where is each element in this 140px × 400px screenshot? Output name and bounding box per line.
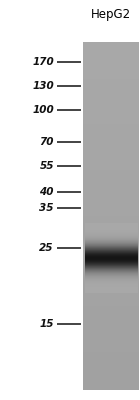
Text: 130: 130 [32,81,54,91]
Text: 40: 40 [39,187,54,197]
Text: 170: 170 [32,57,54,67]
Text: 100: 100 [32,105,54,115]
Text: 15: 15 [39,319,54,329]
Text: 55: 55 [39,161,54,171]
Text: 25: 25 [39,243,54,253]
Text: 35: 35 [39,203,54,213]
Text: 70: 70 [39,137,54,147]
Text: HepG2: HepG2 [91,8,131,21]
